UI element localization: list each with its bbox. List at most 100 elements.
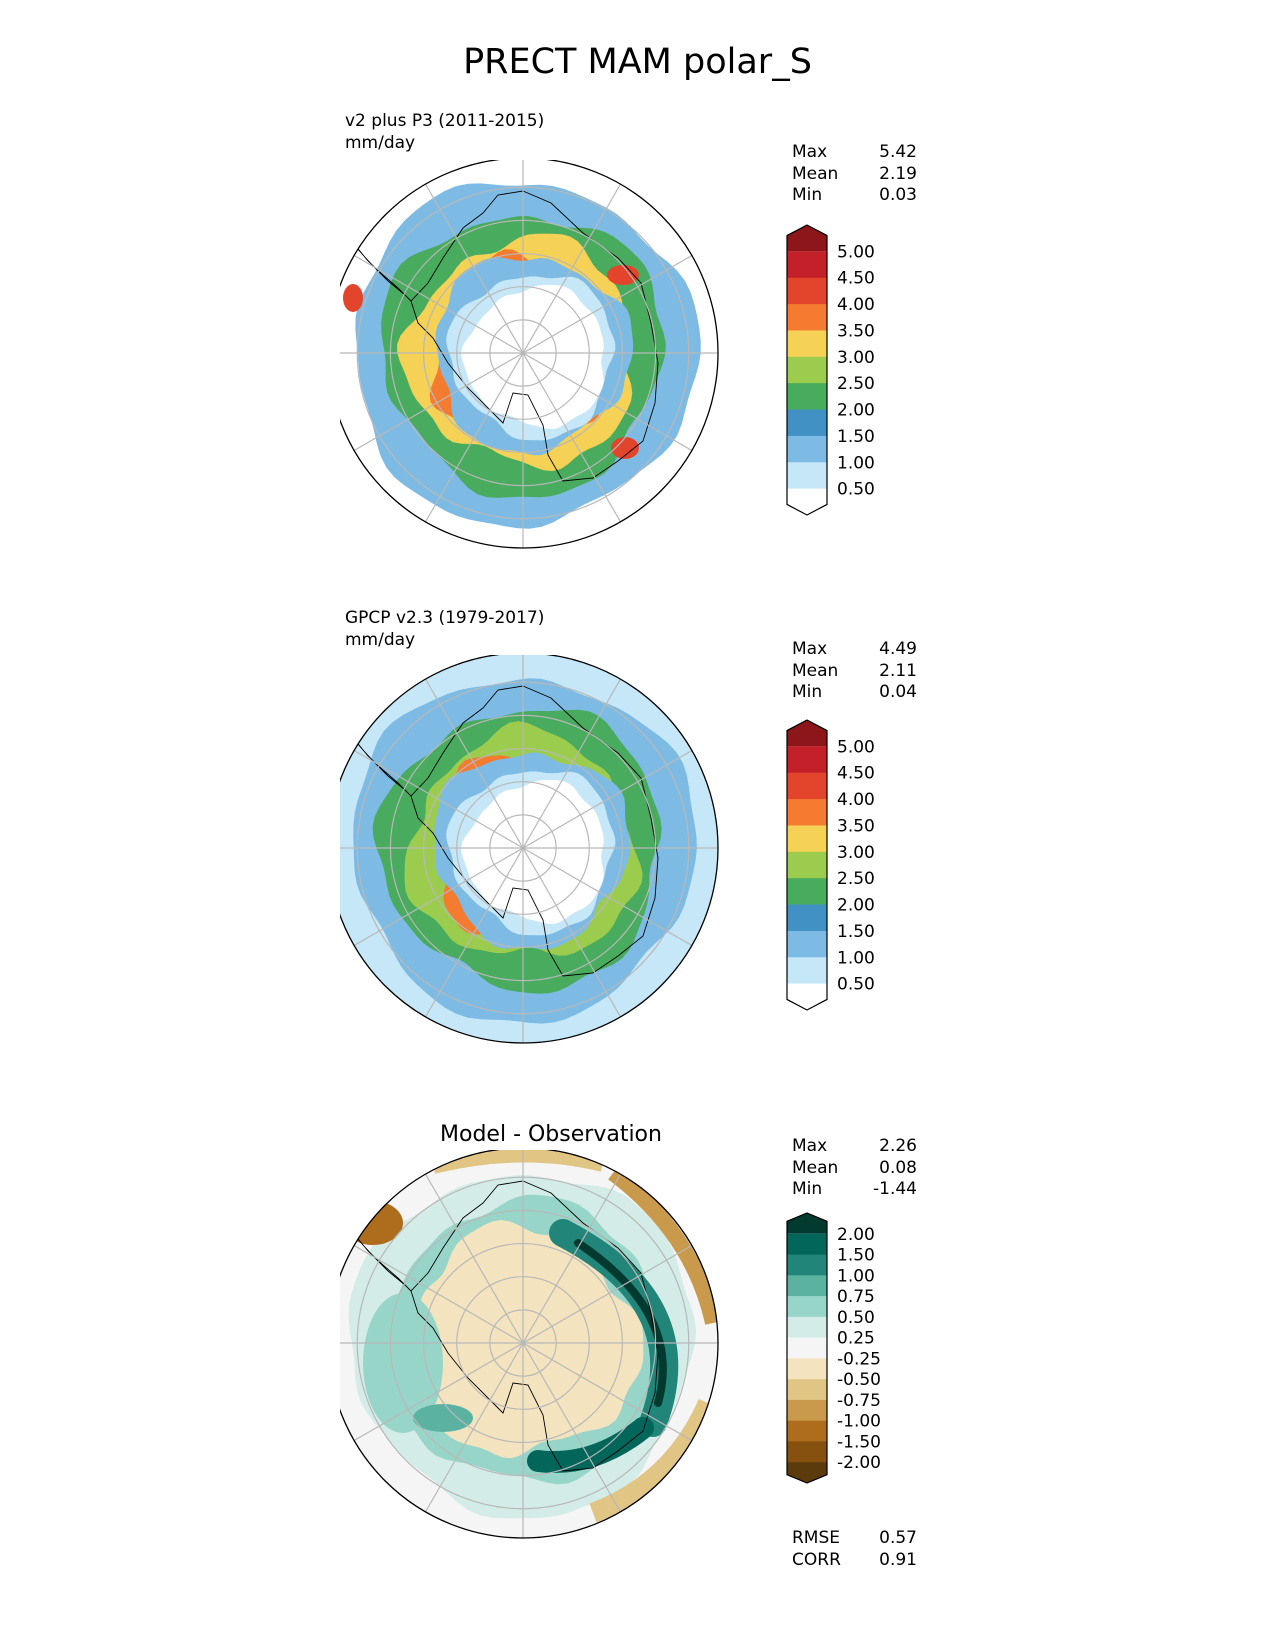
colorbar-box <box>787 904 827 932</box>
longitude-gridline <box>424 183 622 523</box>
stat-value: 2.19 <box>879 163 917 184</box>
panel1-polar-map <box>340 160 719 549</box>
colorbar-box <box>787 383 827 411</box>
colorbar-tick-label: 1.50 <box>837 922 875 942</box>
stat-label: Mean <box>792 1157 839 1178</box>
colorbar-tick-label: 1.50 <box>837 427 875 447</box>
colorbar-box <box>787 957 827 985</box>
colorbar-box <box>787 1420 827 1442</box>
precip-hotspot <box>607 265 639 285</box>
colorbar-tick-label: 4.50 <box>837 269 875 289</box>
colorbar-tick-label: 0.25 <box>837 1329 875 1349</box>
colorbar-tick-label: 0.75 <box>837 1287 875 1307</box>
diff-negative-band <box>608 1166 718 1325</box>
panel3-metrics: RMSE 0.57 CORR 0.91 <box>792 1528 917 1571</box>
panel3-stats: Max 2.26 Mean 0.08 Min -1.44 <box>792 1136 917 1201</box>
stat-value: 2.11 <box>879 660 917 681</box>
longitude-gridline <box>424 678 622 1018</box>
panel2-units: mm/day <box>345 630 416 650</box>
panel1-colorbar: 5.00 4.50 4.00 3.50 3.00 2.50 2.00 1.50 1.00 0.50 <box>786 224 875 516</box>
diff-positive-core <box>574 1239 667 1407</box>
colorbar-box <box>787 277 827 305</box>
colorbar-box <box>787 1379 827 1401</box>
page-title: PRECT MAM polar_S <box>463 42 812 82</box>
stat-label: Max <box>792 142 828 162</box>
colorbar-box <box>787 1399 827 1422</box>
metric-label: RMSE <box>792 1528 841 1548</box>
colorbar-tick-label: 0.50 <box>837 1308 875 1328</box>
map-boundary <box>340 160 719 549</box>
colorbar-box <box>787 1358 827 1380</box>
coastline <box>410 190 659 482</box>
colorbar-tick-label: 4.00 <box>837 790 875 810</box>
colorbar-tick-label: 5.00 <box>837 242 875 262</box>
colorbar-box <box>787 409 827 437</box>
longitude-gridline <box>424 1173 622 1513</box>
colorbar-outline <box>786 719 828 1011</box>
colorbar-tick-label: 1.50 <box>837 1246 875 1266</box>
map-boundary <box>340 655 719 1044</box>
stat-value: 5.42 <box>879 142 917 162</box>
stat-label: Min <box>792 682 823 702</box>
colorbar-box <box>787 304 827 331</box>
precip-band <box>413 1220 644 1459</box>
colorbar-tick-label: 2.50 <box>837 374 875 394</box>
colorbar-tick-label: -1.00 <box>837 1412 881 1432</box>
colorbar-extend-min <box>787 983 827 1010</box>
colorbar-tick-label: 2.50 <box>837 869 875 889</box>
colorbar-box <box>787 825 827 853</box>
colorbar-box <box>787 1337 827 1359</box>
precip-hotspot <box>611 437 639 459</box>
stat-value: -1.44 <box>873 1179 917 1199</box>
colorbar-tick-label: 3.50 <box>837 816 875 836</box>
colorbar-tick-label: -0.75 <box>837 1391 881 1411</box>
stat-label: Max <box>792 1136 828 1156</box>
colorbar-tick-label: 1.00 <box>837 1266 875 1286</box>
colorbar-tick-label: -1.50 <box>837 1432 881 1452</box>
colorbar-box <box>787 1441 827 1463</box>
panel2-stats: Max 4.49 Mean 2.11 Min 0.04 <box>792 639 917 704</box>
colorbar-tick-label: 4.00 <box>837 295 875 315</box>
colorbar-box <box>787 1275 827 1297</box>
colorbar-box <box>787 251 827 279</box>
colorbar-box <box>787 799 827 826</box>
colorbar-tick-label: 2.00 <box>837 896 875 916</box>
metric-value: 0.57 <box>879 1528 917 1548</box>
coastline <box>410 1180 659 1472</box>
colorbar-tick-label: -0.50 <box>837 1370 881 1390</box>
colorbar-tick-label: 1.00 <box>837 453 875 473</box>
panel2-title: GPCP v2.3 (1979-2017) <box>345 608 545 628</box>
colorbar-tick-label: 3.00 <box>837 843 875 863</box>
stat-label: Mean <box>792 163 839 184</box>
stat-label: Min <box>792 185 823 205</box>
colorbar-extend-min <box>787 1462 827 1483</box>
colorbar-outline <box>786 224 828 516</box>
colorbar-tick-label: 3.50 <box>837 321 875 341</box>
colorbar-extend-min <box>787 488 827 515</box>
panel1-title: v2 plus P3 (2011-2015) <box>345 111 545 131</box>
map-boundary <box>340 1150 719 1539</box>
colorbar-box <box>787 851 827 879</box>
precip-band <box>461 779 604 924</box>
stat-value: 0.08 <box>879 1157 917 1178</box>
colorbar-extend-max <box>787 225 827 252</box>
colorbar-tick-label: 5.00 <box>837 737 875 757</box>
stat-label: Mean <box>792 660 839 681</box>
panel2-colorbar: 5.00 4.50 4.00 3.50 3.00 2.50 2.00 1.50 1.00 0.50 <box>786 719 875 1011</box>
precip-hotspot <box>343 284 363 312</box>
colorbar-extend-max <box>787 1213 827 1234</box>
colorbar-box <box>787 930 827 958</box>
diff-positive-band <box>363 1293 443 1433</box>
stat-value: 0.03 <box>879 185 917 205</box>
colorbar-box <box>787 1254 827 1276</box>
colorbar-box <box>787 330 827 358</box>
colorbar-extend-max <box>787 720 827 747</box>
colorbar-box <box>787 1233 827 1256</box>
colorbar-tick-label: -0.25 <box>837 1349 881 1369</box>
diff-negative-band <box>589 1398 718 1523</box>
colorbar-outline <box>786 1212 828 1484</box>
colorbar-tick-label: 3.00 <box>837 348 875 368</box>
panel3-colorbar: 2.001.501.000.750.500.25-0.25-0.50-0.75-… <box>786 1212 881 1484</box>
stat-label: Max <box>792 639 828 659</box>
colorbar-tick-label: -2.00 <box>837 1453 881 1473</box>
